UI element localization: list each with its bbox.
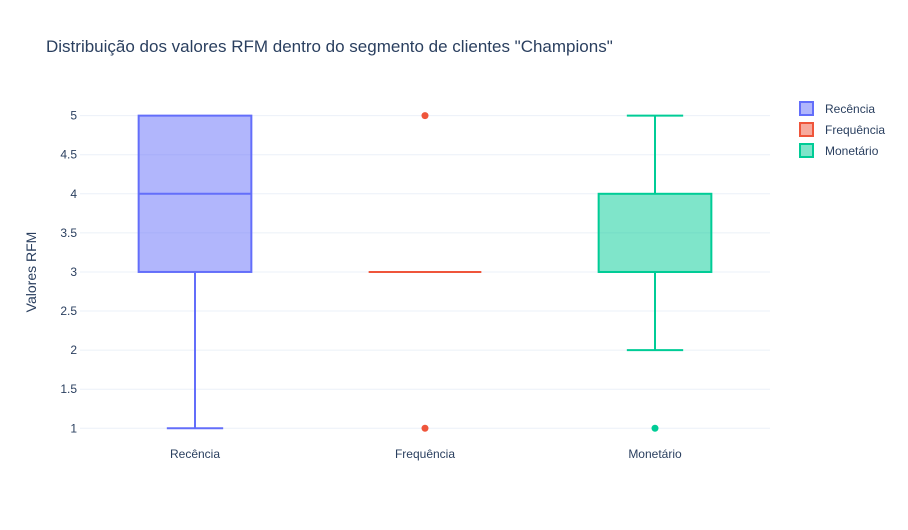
y-tick-label: 3.5 bbox=[60, 226, 77, 240]
legend-label: Recência bbox=[825, 102, 875, 116]
x-axis-ticks: Recência Frequência Monetário bbox=[170, 447, 682, 461]
legend: Recência Frequência Monetário bbox=[799, 101, 885, 158]
box-3 bbox=[597, 114, 713, 432]
legend-item: Frequência bbox=[799, 122, 885, 137]
outlier-point bbox=[651, 424, 659, 432]
y-tick-label: 4.5 bbox=[60, 148, 77, 162]
legend-swatch bbox=[799, 143, 814, 158]
legend-swatch bbox=[799, 122, 814, 137]
outlier-point bbox=[421, 424, 429, 432]
chart-title: Distribuição dos valores RFM dentro do s… bbox=[46, 37, 613, 56]
y-axis-label: Valores RFM bbox=[23, 232, 39, 313]
x-tick-label: Monetário bbox=[628, 447, 682, 461]
legend-label: Monetário bbox=[825, 144, 879, 158]
legend-item: Monetário bbox=[799, 143, 879, 158]
y-tick-label: 4 bbox=[70, 187, 77, 201]
y-tick-label: 2.5 bbox=[60, 304, 77, 318]
y-tick-label: 1.5 bbox=[60, 382, 77, 396]
y-tick-label: 1 bbox=[70, 421, 77, 435]
box-series bbox=[137, 112, 713, 432]
legend-swatch bbox=[799, 101, 814, 116]
legend-item: Recência bbox=[799, 101, 875, 116]
box-body bbox=[597, 192, 713, 273]
x-tick-label: Recência bbox=[170, 447, 220, 461]
y-tick-label: 3 bbox=[70, 265, 77, 279]
y-tick-label: 5 bbox=[70, 109, 77, 123]
x-tick-label: Frequência bbox=[395, 447, 455, 461]
box-1 bbox=[137, 114, 253, 430]
y-tick-label: 2 bbox=[70, 343, 77, 357]
legend-label: Frequência bbox=[825, 123, 885, 137]
box-2 bbox=[368, 112, 482, 432]
outlier-point bbox=[421, 112, 429, 120]
y-axis-ticks: 1 1.5 2 2.5 3 3.5 4 4.5 5 bbox=[60, 109, 77, 436]
